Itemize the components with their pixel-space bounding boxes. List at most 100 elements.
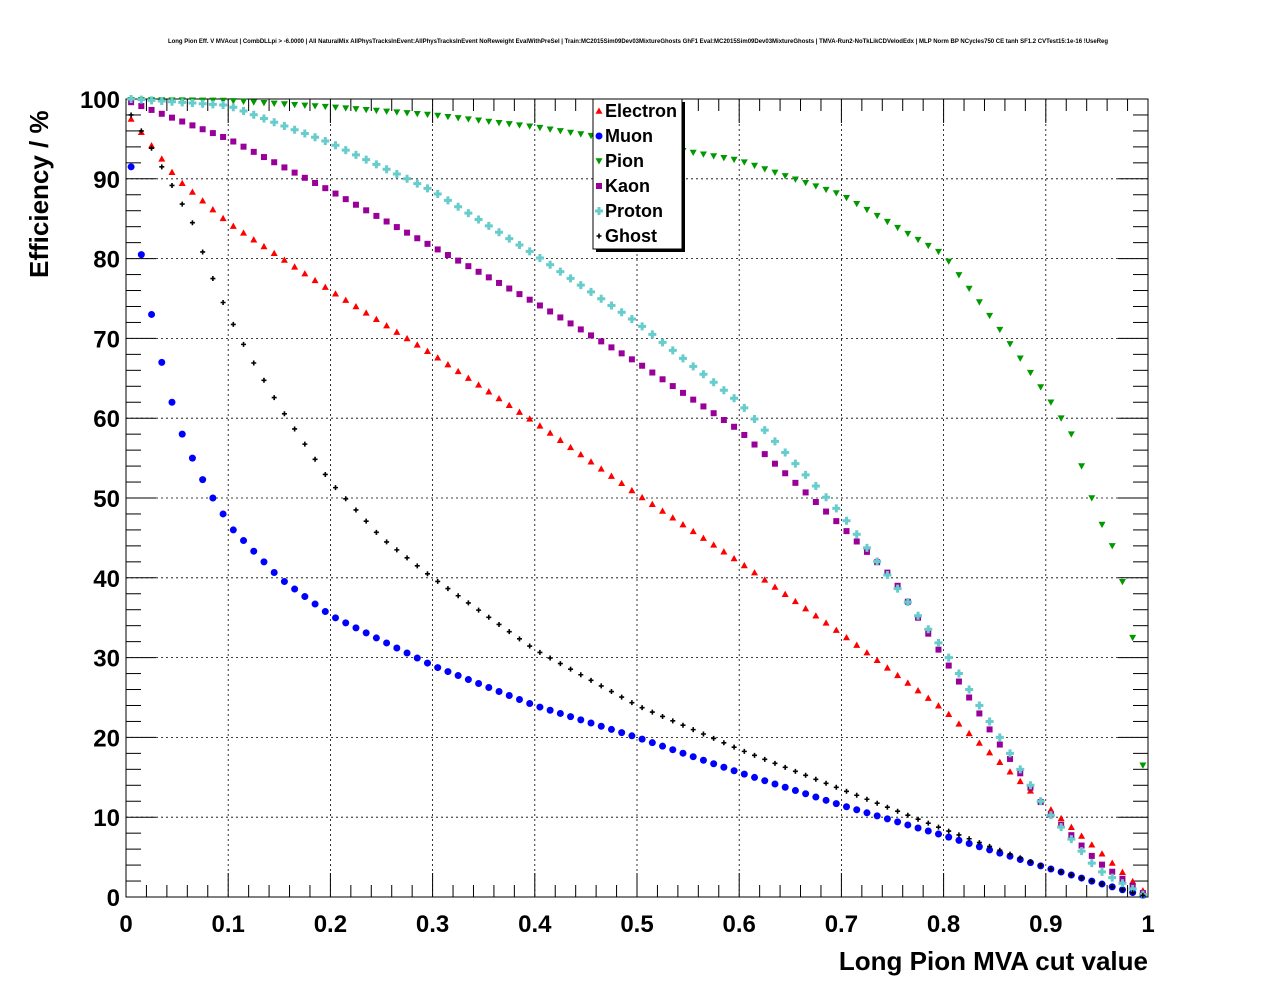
pion-point (454, 115, 462, 122)
proton-point (443, 196, 452, 205)
ghost-point (649, 709, 655, 715)
pion-point (423, 111, 431, 119)
kaon-point (475, 268, 482, 275)
ghost-point (925, 820, 931, 826)
ghost-point (1140, 892, 1146, 898)
proton-point (791, 459, 800, 468)
proton-point (781, 448, 790, 457)
pion-point (771, 169, 779, 176)
electron-point (669, 514, 677, 521)
kaon-point (792, 479, 799, 486)
kaon-point (291, 169, 298, 176)
pion-point (894, 224, 902, 232)
muon-point (597, 722, 605, 730)
proton-point (484, 221, 493, 230)
pion-point (556, 128, 564, 135)
muon-point (526, 699, 534, 707)
ghost-point (149, 145, 155, 151)
kaon-point (577, 326, 584, 333)
proton-point (505, 234, 514, 243)
ghost-point (1079, 875, 1085, 881)
muon-point (485, 684, 493, 692)
ghost-point (690, 727, 696, 733)
proton-point (617, 308, 626, 317)
legend-marker-proton (595, 207, 603, 215)
proton-point (678, 354, 687, 363)
muon-point (720, 763, 728, 771)
muon-point (843, 803, 851, 811)
proton-point (270, 118, 279, 127)
ghost-point (782, 764, 788, 770)
muon-point (832, 800, 840, 808)
pion-point (843, 194, 851, 202)
electron-point (843, 633, 851, 641)
muon-point (270, 568, 278, 576)
muon-point (209, 494, 217, 502)
muon-point (638, 735, 646, 743)
kaon-point (281, 164, 288, 171)
kaon-point (966, 694, 973, 701)
proton-point (1067, 835, 1076, 844)
muon-point (158, 358, 166, 366)
muon-point (924, 827, 932, 835)
muon-point (986, 846, 994, 854)
ghost-point (527, 643, 533, 649)
legend-label-electron: Electron (605, 101, 677, 121)
pion-point (699, 151, 707, 158)
proton-point (280, 122, 289, 131)
ghost-point (476, 607, 482, 613)
pion-point (260, 100, 268, 107)
kaon-point (628, 356, 635, 363)
ghost-point (660, 713, 666, 719)
ghost-point (363, 518, 369, 524)
electron-point (321, 283, 329, 290)
proton-point (556, 267, 565, 276)
proton-point (331, 141, 340, 150)
pion-point (1088, 495, 1096, 502)
ghost-point (905, 812, 911, 818)
muon-point (332, 614, 340, 622)
electron-point (607, 472, 615, 479)
ghost-point (721, 740, 727, 746)
proton-point (433, 189, 442, 198)
ghost-point (281, 411, 287, 417)
muon-point (751, 773, 759, 781)
proton-point (546, 260, 555, 269)
electron-point (546, 429, 554, 436)
ghost-point (241, 341, 247, 347)
muon-point (362, 629, 370, 637)
pion-point (403, 110, 411, 117)
ghost-point (588, 677, 594, 683)
ghost-point (670, 718, 676, 724)
legend-marker-muon (595, 132, 603, 140)
ghost-point (414, 563, 420, 569)
ghost-point (343, 496, 349, 502)
proton-point (1016, 765, 1025, 774)
proton-point (648, 330, 657, 339)
electron-point (781, 590, 789, 597)
proton-point (525, 247, 534, 256)
electron-point (229, 222, 237, 229)
series-ghost (128, 112, 1146, 898)
legend-marker-ghost (596, 233, 602, 239)
electron-point (270, 249, 278, 257)
muon-point (730, 767, 738, 775)
proton-point (127, 95, 136, 103)
proton-point (300, 129, 309, 138)
kaon-point (588, 332, 595, 339)
electron-point (454, 367, 462, 375)
ghost-point (1130, 890, 1136, 896)
pion-point (475, 117, 483, 124)
electron-point (332, 290, 340, 297)
muon-point (791, 787, 799, 795)
ghost-point (353, 507, 359, 513)
proton-point (311, 133, 320, 142)
proton-point (1108, 873, 1117, 882)
series-kaon (128, 99, 1146, 897)
kaon-point (1119, 875, 1126, 882)
pion-point (505, 121, 513, 128)
proton-point (750, 414, 759, 423)
muon-point (689, 753, 697, 761)
proton-point (944, 653, 953, 662)
legend-marker-kaon (596, 183, 602, 189)
